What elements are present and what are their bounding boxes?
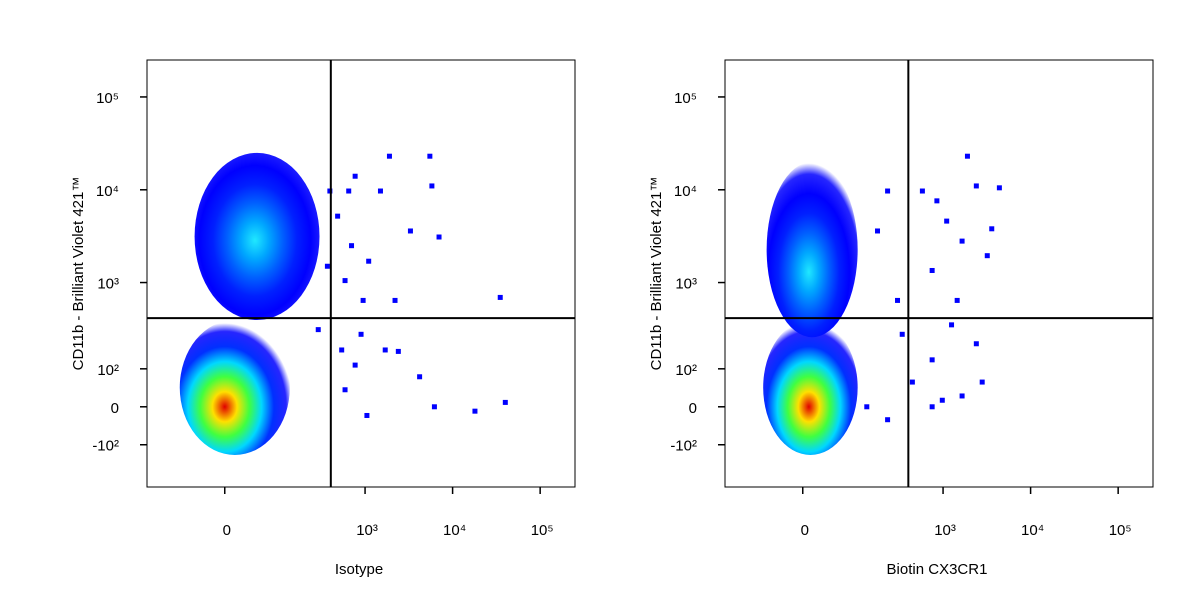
y-tick-label: -10² [670,438,697,455]
x-tick-label: 10⁵ [531,522,554,539]
population [763,320,858,455]
event [472,408,478,414]
event [407,228,413,234]
x-tick-label: 10³ [934,522,956,539]
event [395,348,401,354]
event [436,234,442,240]
plot-frame [724,59,1154,488]
y-axis-label: CD11b - Brilliant Violet 421™ [648,177,665,371]
event [929,357,935,363]
event [964,153,970,159]
event [909,379,915,385]
event [949,322,955,328]
event [342,278,348,284]
y-axis-label: CD11b - Brilliant Violet 421™ [70,177,87,371]
y-tick-label: 10⁵ [674,90,697,107]
event [366,258,372,264]
x-tick-label: 10⁴ [443,522,466,539]
x-tick-label: 0 [223,522,231,539]
event [315,327,321,333]
event [417,374,423,380]
event [364,412,370,418]
event [973,341,979,347]
y-tick-label: 10⁴ [674,183,697,200]
event [352,173,358,179]
event [899,331,905,337]
event [984,253,990,259]
event [360,297,366,303]
event [939,397,945,403]
event [934,198,940,204]
event [392,297,398,303]
x-tick-label: 10⁴ [1021,522,1044,539]
plot-area [763,153,1002,455]
event [864,404,870,410]
y-tick-label: 10⁴ [96,183,119,200]
event [335,213,341,219]
event [895,297,901,303]
event [429,183,435,189]
event [954,297,960,303]
event [346,188,352,194]
event [989,226,995,232]
plot-frame [146,59,576,488]
event [996,185,1002,191]
event [973,183,979,189]
event [497,294,503,300]
event [377,188,383,194]
x-tick-label: 0 [801,522,809,539]
event [386,153,392,159]
plot-area [179,152,508,455]
event [502,399,508,405]
population [194,152,320,321]
y-tick-label: -10² [92,438,119,455]
event [919,188,925,194]
event [324,263,330,269]
event [431,404,437,410]
event [959,393,965,399]
event [427,153,433,159]
event [929,267,935,273]
event [358,331,364,337]
y-tick-label: 10² [675,362,697,379]
event [959,238,965,244]
event [929,404,935,410]
y-tick-label: 10³ [97,276,119,293]
y-tick-label: 10³ [675,276,697,293]
event [339,347,345,353]
y-tick-label: 10² [97,362,119,379]
event [885,188,891,194]
event [352,362,358,368]
y-tick-label: 10⁵ [96,90,119,107]
event [342,387,348,393]
event [944,218,950,224]
event [382,347,388,353]
population [179,320,290,455]
y-tick-label: 0 [689,400,697,417]
x-tick-label: 10³ [356,522,378,539]
event [875,228,881,234]
event [885,417,891,423]
y-tick-label: 0 [111,400,119,417]
event [979,379,985,385]
x-axis-label: Isotype [335,561,383,578]
event [349,243,355,249]
population [766,161,858,338]
x-axis-label: Biotin CX3CR1 [887,561,988,578]
x-tick-label: 10⁵ [1109,522,1132,539]
